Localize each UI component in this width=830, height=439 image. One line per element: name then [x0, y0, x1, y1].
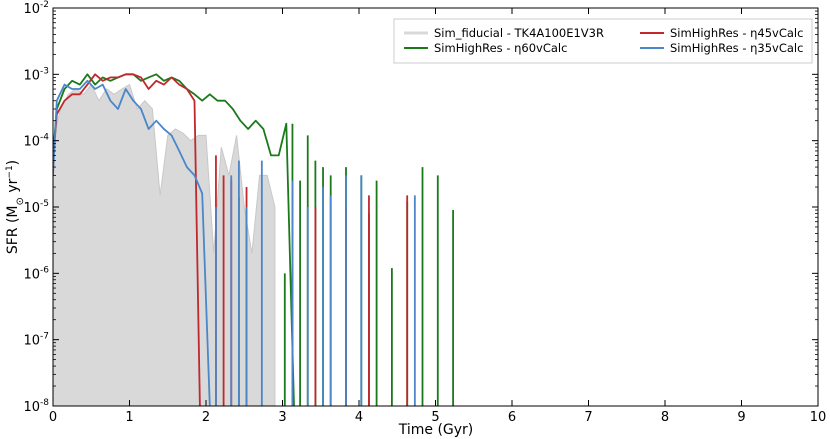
y-tick-label: 10-2 — [23, 0, 49, 17]
legend-label-eta60: SimHighRes - η60vCalc — [434, 41, 567, 55]
legend-item-eta60: SimHighRes - η60vCalc — [404, 41, 567, 55]
x-tick-label: 8 — [661, 410, 669, 425]
series-2-line — [53, 73, 201, 406]
legend-box — [393, 18, 813, 64]
x-tick-label: 4 — [355, 410, 363, 425]
y-tick-label: 10-3 — [23, 66, 49, 83]
legend-item-eta45: SimHighRes - η45vCalc — [640, 26, 803, 40]
fiducial-area — [53, 83, 276, 406]
x-tick-label: 1 — [125, 410, 133, 425]
legend-label-fiducial: Sim_fiducial - TK4A100E1V3R — [434, 26, 604, 40]
y-tick-label: 10-7 — [23, 332, 49, 349]
x-tick-label: 2 — [202, 410, 210, 425]
legend-label-eta45: SimHighRes - η45vCalc — [670, 26, 803, 40]
y-tick-label: 10-8 — [23, 398, 49, 415]
legend: Sim_fiducial - TK4A100E1V3R SimHighRes -… — [393, 18, 813, 64]
x-tick-label: 5 — [431, 410, 439, 425]
legend-label-eta35: SimHighRes - η35vCalc — [670, 41, 803, 55]
x-tick-label: 6 — [508, 410, 516, 425]
y-tick-label: 10-4 — [23, 133, 49, 150]
y-tick-label: 10-6 — [23, 265, 49, 282]
y-tick-label: 10-5 — [23, 199, 49, 216]
x-tick-label: 9 — [737, 410, 745, 425]
legend-item-eta35: SimHighRes - η35vCalc — [640, 41, 803, 55]
x-tick-label: 10 — [810, 410, 827, 425]
x-axis-label: Time (Gyr) — [398, 422, 474, 438]
x-tick-label: 3 — [278, 410, 286, 425]
x-tick-label: 7 — [584, 410, 592, 425]
y-axis-label: SFR (M⊙ yr−1) — [5, 160, 26, 254]
series-group — [53, 73, 454, 406]
legend-item-fiducial: Sim_fiducial - TK4A100E1V3R — [404, 26, 604, 40]
x-tick-label: 0 — [49, 410, 57, 425]
series-3-line — [53, 79, 211, 406]
plot-area: 0 1 2 3 4 5 6 7 8 9 10 10-8 10-7 10-6 10-5 10-4 10-3 10-2 — [23, 0, 826, 425]
